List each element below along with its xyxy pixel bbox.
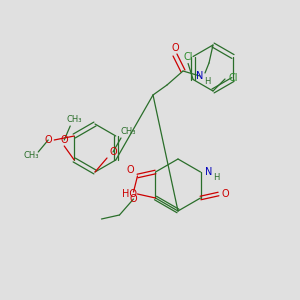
Text: O: O bbox=[127, 165, 134, 175]
Text: O: O bbox=[222, 189, 229, 199]
Text: O: O bbox=[44, 135, 52, 145]
Text: N: N bbox=[205, 167, 212, 177]
Text: H: H bbox=[213, 173, 220, 182]
Text: O: O bbox=[171, 43, 179, 53]
Text: O: O bbox=[60, 135, 68, 145]
Text: CH₃: CH₃ bbox=[67, 116, 82, 124]
Text: Cl: Cl bbox=[183, 52, 193, 61]
Text: CH₃: CH₃ bbox=[120, 128, 136, 136]
Text: H: H bbox=[204, 77, 210, 86]
Text: O: O bbox=[109, 147, 117, 157]
Text: N: N bbox=[196, 71, 204, 81]
Text: CH₃: CH₃ bbox=[23, 152, 39, 160]
Text: O: O bbox=[130, 194, 137, 204]
Text: HO: HO bbox=[122, 189, 137, 199]
Text: Cl: Cl bbox=[228, 73, 238, 83]
